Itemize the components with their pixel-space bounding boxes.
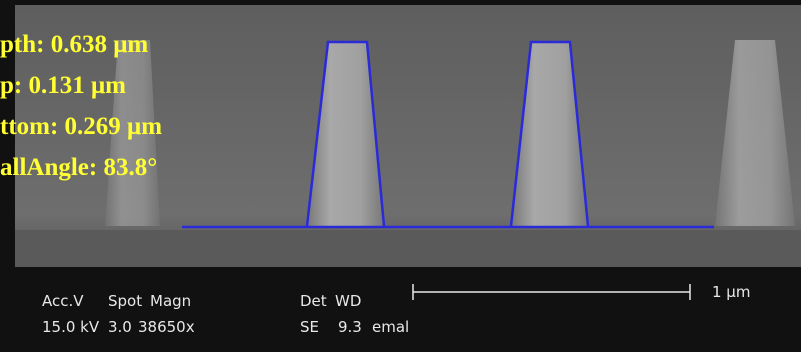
sem-screenshot: pth: 0.638 μm p: 0.131 μm ttom: 0.269 μm… [0, 0, 801, 352]
info-header: Acc.V [42, 292, 84, 310]
measurement: pth: 0.638 μm [0, 31, 148, 58]
info-header: Det [300, 292, 327, 310]
measurement: allAngle: 83.8° [0, 154, 157, 181]
info-header: WD [335, 292, 361, 310]
info-value: emal [372, 318, 409, 336]
info-value: 15.0 kV [42, 318, 100, 336]
info-header: Spot [108, 292, 142, 310]
info-header: Magn [150, 292, 191, 310]
measurement: p: 0.131 μm [0, 72, 126, 99]
measurement: ttom: 0.269 μm [0, 113, 162, 140]
info-value: 3.0 [108, 318, 132, 336]
info-value: SE [300, 318, 319, 336]
substrate [15, 230, 801, 267]
info-value: 9.3 [338, 318, 362, 336]
scale-label: 1 μm [712, 283, 750, 301]
info-value: 38650x [138, 318, 195, 336]
